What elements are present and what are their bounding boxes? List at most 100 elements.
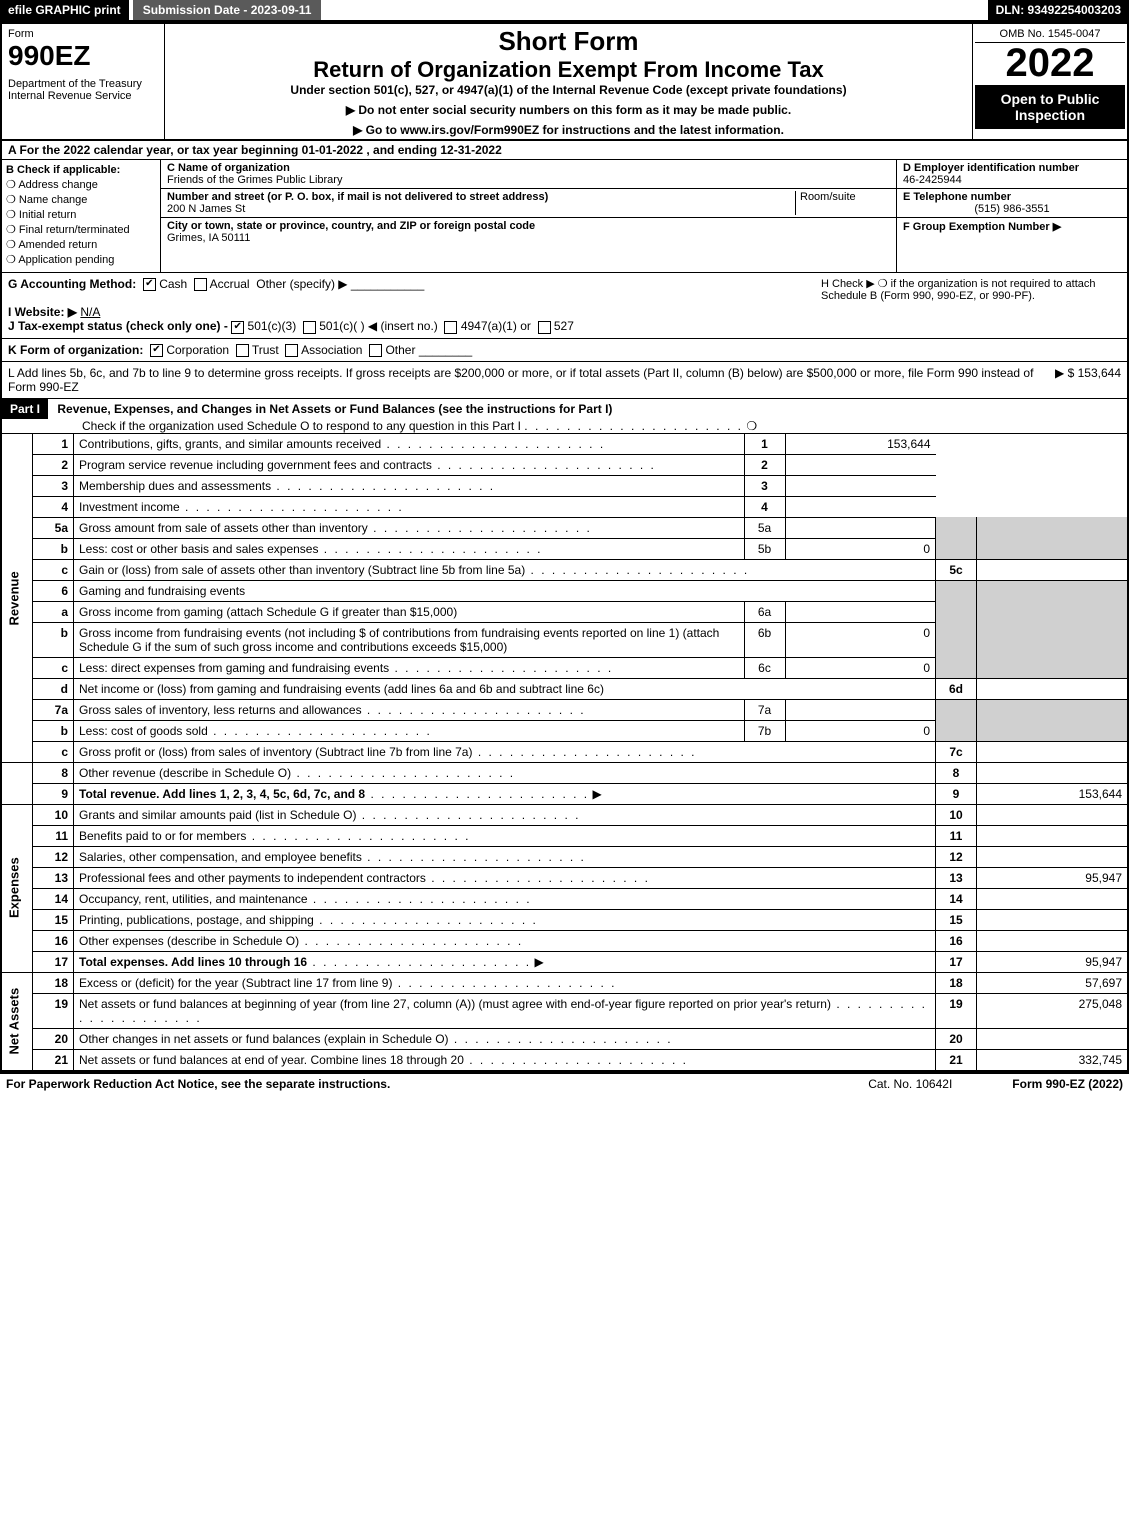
v-18: 57,697	[977, 972, 1129, 993]
ln-15: 15	[33, 909, 74, 930]
arrow-9: ▶	[592, 787, 601, 801]
txt-8: Other revenue (describe in Schedule O)	[74, 762, 936, 783]
rn-3: 3	[744, 475, 785, 496]
k-corp: Corporation	[166, 343, 229, 357]
k-trust: Trust	[252, 343, 279, 357]
v-3	[785, 475, 936, 496]
rn-15: 15	[936, 909, 977, 930]
g-label: G Accounting Method:	[8, 277, 136, 291]
chk-4947	[444, 321, 457, 334]
ln-7b: b	[33, 720, 74, 741]
rn-10: 10	[936, 804, 977, 825]
txt-19: Net assets or fund balances at beginning…	[74, 993, 936, 1028]
txt-16: Other expenses (describe in Schedule O)	[74, 930, 936, 951]
part1-table: Revenue 1Contributions, gifts, grants, a…	[0, 434, 1129, 1072]
dln-label: DLN: 93492254003203	[988, 0, 1129, 20]
v-16	[977, 930, 1129, 951]
phone-value: (515) 986-3551	[903, 203, 1121, 215]
form-word: Form	[8, 28, 158, 40]
v-20	[977, 1028, 1129, 1049]
open-inspection: Open to Public Inspection	[975, 85, 1125, 129]
ln-12: 12	[33, 846, 74, 867]
txt-5c: Gain or (loss) from sale of assets other…	[74, 559, 936, 580]
website-value: N/A	[80, 305, 100, 319]
chk-trust	[236, 344, 249, 357]
rn-19: 19	[936, 993, 977, 1028]
side-revenue: Revenue	[1, 434, 33, 763]
v-8	[977, 762, 1129, 783]
v-2	[785, 454, 936, 475]
rn-11: 11	[936, 825, 977, 846]
v-4	[785, 496, 936, 517]
d-label: D Employer identification number	[903, 162, 1079, 174]
txt-6c: Less: direct expenses from gaming and fu…	[79, 661, 389, 675]
ln-1: 1	[33, 434, 74, 455]
ln-20: 20	[33, 1028, 74, 1049]
chk-corp	[150, 344, 163, 357]
chk-amended-return: Amended return	[6, 238, 156, 251]
part1-chkbox: ❍	[746, 419, 757, 433]
ln-6d: d	[33, 678, 74, 699]
c-name-label: C Name of organization	[167, 162, 290, 174]
k-assoc: Association	[301, 343, 362, 357]
txt-9: Total revenue. Add lines 1, 2, 3, 4, 5c,…	[79, 787, 365, 801]
ln-5c: c	[33, 559, 74, 580]
side-netassets: Net Assets	[1, 972, 33, 1071]
arrow-17: ▶	[534, 955, 543, 969]
k-other: Other	[385, 343, 415, 357]
i-label: I Website: ▶	[8, 305, 77, 319]
v-17: 95,947	[977, 951, 1129, 972]
ln-6: 6	[33, 580, 74, 601]
ln-18: 18	[33, 972, 74, 993]
txt-5b: Less: cost or other basis and sales expe…	[79, 542, 318, 556]
rn-2: 2	[744, 454, 785, 475]
v-7c	[977, 741, 1129, 762]
rn-4: 4	[744, 496, 785, 517]
v-13: 95,947	[977, 867, 1129, 888]
txt-13: Professional fees and other payments to …	[74, 867, 936, 888]
v-1: 153,644	[785, 434, 936, 455]
form-number: 990EZ	[8, 40, 158, 72]
sn-6a: 6a	[744, 601, 785, 622]
ln-4: 4	[33, 496, 74, 517]
chk-name-change: Name change	[6, 193, 156, 206]
v-12	[977, 846, 1129, 867]
short-form-title: Short Form	[171, 26, 966, 57]
sn-6c: 6c	[744, 657, 785, 678]
ln-19: 19	[33, 993, 74, 1028]
txt-20: Other changes in net assets or fund bala…	[74, 1028, 936, 1049]
txt-2: Program service revenue including govern…	[74, 454, 745, 475]
rn-6d: 6d	[936, 678, 977, 699]
form-header: Form 990EZ Department of the Treasury In…	[0, 22, 1129, 141]
sn-5a: 5a	[744, 517, 785, 538]
sv-6c: 0	[785, 657, 936, 678]
txt-15: Printing, publications, postage, and shi…	[74, 909, 936, 930]
v-19: 275,048	[977, 993, 1129, 1028]
return-title: Return of Organization Exempt From Incom…	[171, 57, 966, 83]
submission-date: Submission Date - 2023-09-11	[133, 0, 322, 20]
txt-3: Membership dues and assessments	[74, 475, 745, 496]
j-4947: 4947(a)(1) or	[461, 319, 531, 333]
txt-1: Contributions, gifts, grants, and simila…	[74, 434, 745, 455]
txt-21: Net assets or fund balances at end of ye…	[74, 1049, 936, 1071]
sn-5b: 5b	[744, 538, 785, 559]
footer-cat: Cat. No. 10642I	[868, 1077, 952, 1091]
chk-accrual	[194, 278, 207, 291]
footer-right: Form 990-EZ (2022)	[1012, 1077, 1123, 1091]
txt-6b: Gross income from fundraising events (no…	[74, 622, 745, 657]
sv-6b: 0	[785, 622, 936, 657]
sv-5a	[785, 517, 936, 538]
sv-7b: 0	[785, 720, 936, 741]
v-6d	[977, 678, 1129, 699]
chk-application-pending: Application pending	[6, 253, 156, 266]
ln-7a: 7a	[33, 699, 74, 720]
header-sub2b: ▶ Go to www.irs.gov/Form990EZ for instru…	[171, 123, 966, 137]
rn-14: 14	[936, 888, 977, 909]
ln-21: 21	[33, 1049, 74, 1071]
rn-5c: 5c	[936, 559, 977, 580]
txt-10: Grants and similar amounts paid (list in…	[74, 804, 936, 825]
txt-6: Gaming and fundraising events	[74, 580, 936, 601]
txt-6d: Net income or (loss) from gaming and fun…	[74, 678, 936, 699]
sn-6b: 6b	[744, 622, 785, 657]
line-a: A For the 2022 calendar year, or tax yea…	[2, 141, 508, 159]
